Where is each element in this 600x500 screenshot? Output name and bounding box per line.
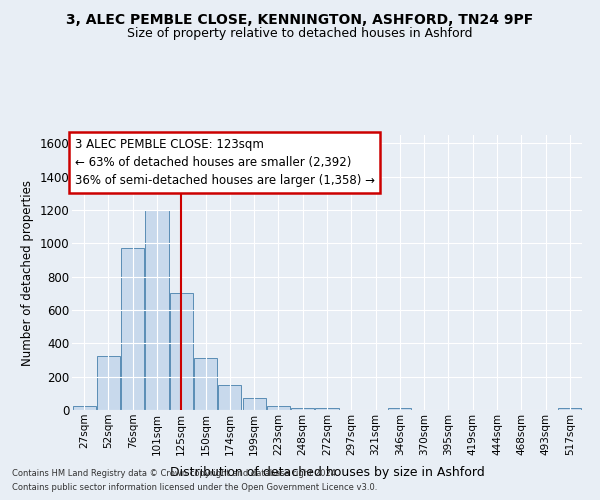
Bar [121, 248, 144, 410]
Bar [291, 408, 314, 410]
X-axis label: Distribution of detached houses by size in Ashford: Distribution of detached houses by size … [170, 466, 484, 479]
Bar [73, 406, 95, 410]
Bar [388, 408, 412, 410]
Bar [170, 294, 193, 410]
Bar [97, 356, 120, 410]
Bar [218, 385, 241, 410]
Bar [559, 408, 581, 410]
Bar [242, 398, 266, 410]
Text: Size of property relative to detached houses in Ashford: Size of property relative to detached ho… [127, 28, 473, 40]
Bar [145, 210, 169, 410]
Bar [316, 408, 338, 410]
Bar [267, 406, 290, 410]
Bar [194, 358, 217, 410]
Text: 3 ALEC PEMBLE CLOSE: 123sqm
← 63% of detached houses are smaller (2,392)
36% of : 3 ALEC PEMBLE CLOSE: 123sqm ← 63% of det… [74, 138, 374, 186]
Y-axis label: Number of detached properties: Number of detached properties [21, 180, 34, 366]
Text: Contains public sector information licensed under the Open Government Licence v3: Contains public sector information licen… [12, 484, 377, 492]
Text: Contains HM Land Registry data © Crown copyright and database right 2024.: Contains HM Land Registry data © Crown c… [12, 468, 338, 477]
Text: 3, ALEC PEMBLE CLOSE, KENNINGTON, ASHFORD, TN24 9PF: 3, ALEC PEMBLE CLOSE, KENNINGTON, ASHFOR… [67, 12, 533, 26]
